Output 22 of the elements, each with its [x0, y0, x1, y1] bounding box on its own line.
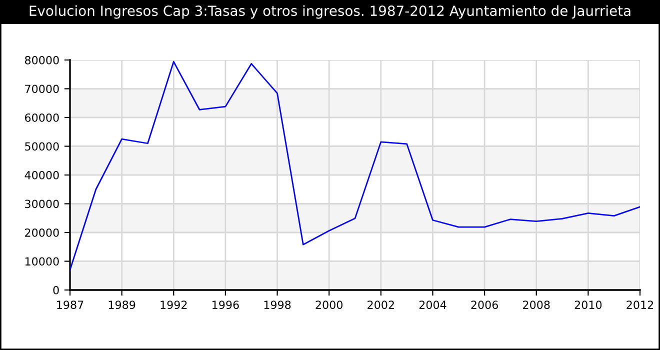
x-tick-label: 2004 — [419, 300, 446, 310]
x-tick-label: 2006 — [471, 300, 498, 310]
y-tick-label: 20000 — [25, 228, 59, 237]
x-tick-label: 2010 — [574, 300, 602, 310]
y-tick-label: 0 — [53, 286, 59, 294]
y-tick-label: 50000 — [25, 142, 59, 151]
x-tick-label: 1996 — [212, 300, 239, 310]
y-tick-label: 30000 — [25, 200, 59, 208]
y-tick-label: 70000 — [25, 84, 59, 94]
x-tick-label: 1992 — [160, 300, 187, 310]
x-tick-label: 2012 — [626, 300, 654, 310]
y-tick-label: 80000 — [24, 56, 59, 64]
y-tick-label: 10000 — [25, 257, 59, 266]
x-tick-label: 2002 — [368, 300, 394, 310]
y-tick-label: 60000 — [25, 113, 59, 122]
x-tick-label: 2008 — [523, 300, 550, 310]
x-tick-label: 1998 — [264, 300, 291, 310]
y-tick-label: 40000 — [24, 170, 59, 180]
x-tick-label: 2000 — [316, 300, 342, 310]
chart-title: Evolucion Ingresos Cap 3:Tasas y otros ingresos. 1987-2012 Ayuntamiento de Jaurrieta — [30, 5, 630, 19]
x-tick-label: 1989 — [108, 300, 136, 310]
x-tick-label: 1987 — [57, 300, 84, 310]
